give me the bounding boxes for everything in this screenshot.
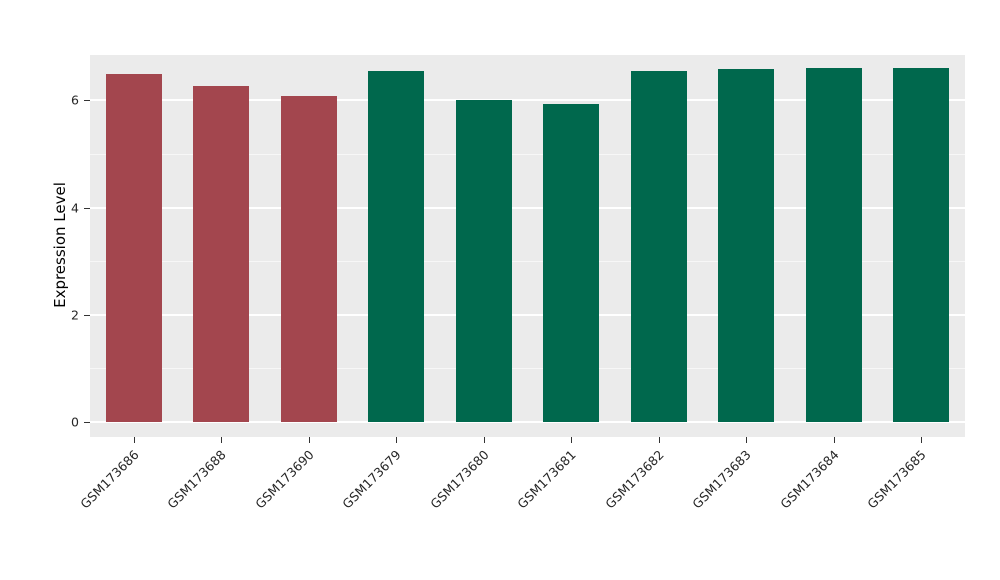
- gridline-major: [90, 421, 965, 423]
- bar: [543, 103, 600, 422]
- x-tick: [483, 437, 485, 443]
- x-tick-label: GSM173684: [776, 447, 842, 512]
- x-tick: [308, 437, 310, 443]
- x-tick: [396, 437, 398, 443]
- x-tick: [658, 437, 660, 443]
- x-tick-label: GSM173683: [689, 447, 754, 512]
- x-tick-label: GSM173686: [76, 447, 142, 512]
- gridline-minor: [90, 367, 965, 369]
- bar: [193, 86, 250, 422]
- bar: [280, 95, 337, 422]
- x-tick-label: GSM173685: [864, 447, 929, 512]
- y-tick-label: 0: [71, 414, 79, 430]
- x-tick-label: GSM173681: [514, 447, 579, 512]
- y-tick-label: 6: [71, 92, 79, 108]
- gridline-minor: [90, 153, 965, 155]
- x-tick-label: GSM173688: [164, 447, 229, 512]
- gridline-major: [90, 313, 965, 316]
- bar: [630, 70, 687, 422]
- y-tick: [84, 207, 90, 209]
- gridline-major: [90, 206, 965, 209]
- y-tick-label: 2: [71, 307, 79, 323]
- y-tick-label: 4: [71, 200, 79, 216]
- x-tick: [221, 437, 223, 443]
- y-tick: [84, 314, 90, 316]
- bar: [368, 70, 425, 422]
- x-tick: [921, 437, 923, 443]
- bar: [105, 73, 162, 422]
- x-tick-label: GSM173682: [601, 447, 667, 512]
- gridline-major: [90, 99, 965, 102]
- x-tick-label: GSM173680: [426, 447, 492, 512]
- x-tick: [133, 437, 135, 443]
- x-tick: [746, 437, 748, 443]
- x-tick-label: GSM173679: [339, 447, 404, 512]
- gridline-minor: [90, 260, 965, 262]
- x-tick: [571, 437, 573, 443]
- bar: [805, 68, 862, 422]
- x-tick: [833, 437, 835, 443]
- bar: [893, 68, 950, 422]
- x-tick-label: GSM173690: [251, 447, 317, 512]
- y-tick: [84, 100, 90, 102]
- bar: [455, 100, 512, 422]
- bar: [718, 69, 775, 422]
- plot-area: [90, 55, 965, 437]
- y-tick: [84, 422, 90, 423]
